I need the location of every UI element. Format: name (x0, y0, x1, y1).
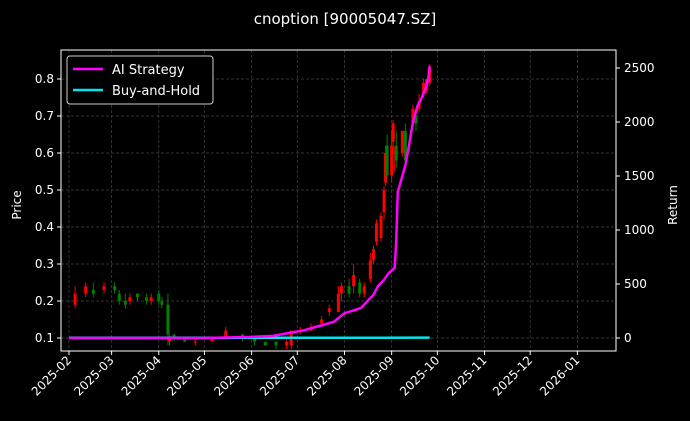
candle-body (91, 289, 95, 294)
series-lines (68, 65, 431, 340)
candle-body (285, 341, 289, 346)
y2-tick-label: 1000 (624, 223, 655, 237)
candle-body (210, 338, 214, 342)
y-tick-label: 0.5 (35, 183, 54, 197)
y2-tick-label: 0 (624, 331, 632, 345)
candle-body (368, 260, 372, 279)
legend-label-strategy: AI Strategy (112, 63, 185, 78)
candle-body (263, 341, 267, 346)
y-tick-label: 0.3 (35, 257, 54, 271)
chart-title: cnoption [90005047.SZ] (254, 10, 437, 28)
x-tick-label: 2025-10 (397, 353, 442, 398)
y2-axis-label: Return (666, 185, 680, 225)
candle-body (320, 319, 324, 324)
plot-frame (60, 49, 617, 352)
candle-body (157, 293, 161, 301)
x-tick-label: 2025-11 (444, 353, 489, 398)
candle-body (422, 82, 426, 94)
y-axis-label: Price (10, 190, 24, 219)
candle-body (400, 130, 404, 153)
candle-body (113, 286, 117, 290)
candle-body (160, 301, 164, 305)
candle-body (362, 286, 366, 294)
candle-body (336, 293, 340, 313)
y-tick-label: 0.2 (35, 294, 54, 308)
candle-body (382, 190, 386, 213)
x-tick-label: 2025-09 (351, 353, 396, 398)
candle-body (117, 293, 121, 301)
y-tick-label: 0.1 (35, 331, 54, 345)
y2-tick-label: 500 (624, 277, 647, 291)
x-tick-label: 2025-03 (71, 353, 116, 398)
candle-body (352, 275, 356, 287)
candle-body (403, 130, 407, 161)
candle-body (414, 116, 418, 124)
y-tick-label: 0.8 (35, 72, 54, 86)
candle-body (128, 297, 132, 301)
candle-body (172, 334, 176, 338)
candle-body (253, 338, 257, 342)
x-tick-label: 2026-01 (537, 353, 582, 398)
x-tick-label: 2025-08 (304, 353, 349, 398)
candle-body (84, 286, 88, 294)
x-tick-label: 2025-07 (257, 353, 302, 398)
candle-body (347, 286, 351, 294)
legend: AI Strategy Buy-and-Hold (66, 55, 214, 105)
candle-body (385, 145, 389, 176)
y2-tick-label: 1500 (624, 169, 655, 183)
candle-body (391, 123, 395, 142)
candle-body (145, 297, 149, 301)
candle-body (374, 223, 378, 242)
legend-label-buyhold: Buy-and-Hold (112, 84, 200, 99)
candle-body (393, 153, 397, 154)
y2-tick-label: 2000 (624, 115, 655, 129)
legend-box (66, 55, 214, 105)
candle-body (274, 341, 278, 346)
candle-body (193, 341, 197, 343)
candle-body (224, 330, 228, 338)
candle-body (135, 293, 139, 298)
candle-body (102, 286, 106, 290)
candle-body (167, 338, 171, 342)
candle-body (123, 301, 127, 305)
candle-body (394, 145, 398, 161)
candle-body (166, 304, 170, 335)
x-tick-label: 2025-12 (490, 353, 535, 398)
candle-body (183, 338, 187, 342)
candle-body (339, 286, 343, 294)
y-tick-label: 0.6 (35, 146, 54, 160)
y2-tick-label: 2500 (624, 61, 655, 75)
candle-body (390, 145, 394, 176)
candle-body (371, 249, 375, 261)
x-tick-label: 2025-04 (119, 353, 164, 398)
x-tick-label: 2025-02 (29, 353, 74, 398)
candle-body (73, 293, 77, 305)
x-tick-label: 2025-05 (164, 353, 209, 398)
candle-body (327, 308, 331, 313)
candle-body (384, 153, 388, 183)
x-tick-label: 2025-06 (211, 353, 256, 398)
candle-body (379, 215, 383, 239)
y-tick-label: 0.4 (35, 220, 54, 234)
candle-body (411, 108, 415, 124)
y-tick-label: 0.7 (35, 109, 54, 123)
strategy-line (69, 65, 431, 340)
candle-body (358, 282, 362, 294)
candle-body (149, 297, 153, 301)
